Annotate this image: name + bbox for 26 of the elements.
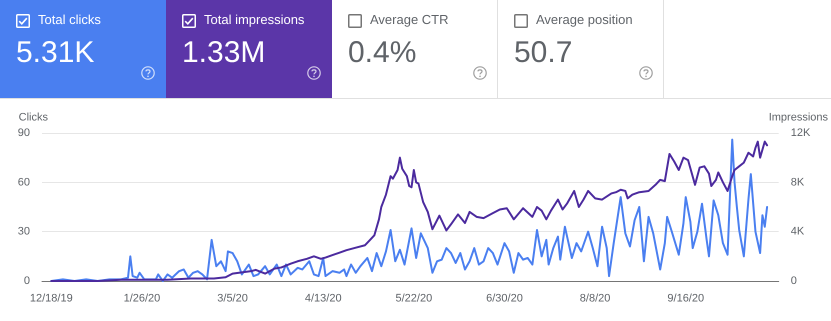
y2-tick-label: 8K [790, 176, 805, 188]
x-tick-label: 9/16/20 [667, 292, 704, 304]
y2-tick-label: 0 [790, 275, 797, 287]
text: 1.33M [182, 36, 266, 70]
x-tick-label: 8/8/20 [580, 292, 610, 304]
y2-axis-title: Impressions [768, 112, 828, 124]
x-tick-label: 4/13/20 [304, 292, 342, 304]
x-tick-label: 3/5/20 [217, 292, 248, 304]
y-tick-label: 0 [24, 275, 30, 287]
text: Average CTR [370, 12, 449, 27]
x-tick-label: 5/22/20 [395, 292, 432, 304]
text: 5.31K [16, 36, 94, 70]
x-tick-label: 1/26/20 [124, 292, 160, 304]
y-tick-label: 60 [18, 176, 30, 188]
y-tick-label: 30 [18, 226, 30, 238]
text: 50.7 [514, 36, 572, 70]
y-axis-title: Clicks [18, 112, 48, 124]
y2-tick-label: 4K [790, 226, 805, 238]
y2-tick-label: 12K [790, 127, 811, 139]
text: 0.4% [348, 36, 416, 70]
text: Average position [536, 12, 633, 27]
x-tick-label: 12/18/19 [30, 292, 73, 304]
y-tick-label: 90 [18, 127, 30, 139]
x-tick-label: 6/30/20 [486, 292, 523, 304]
text: Total impressions [204, 12, 304, 27]
text: Total clicks [38, 12, 101, 27]
